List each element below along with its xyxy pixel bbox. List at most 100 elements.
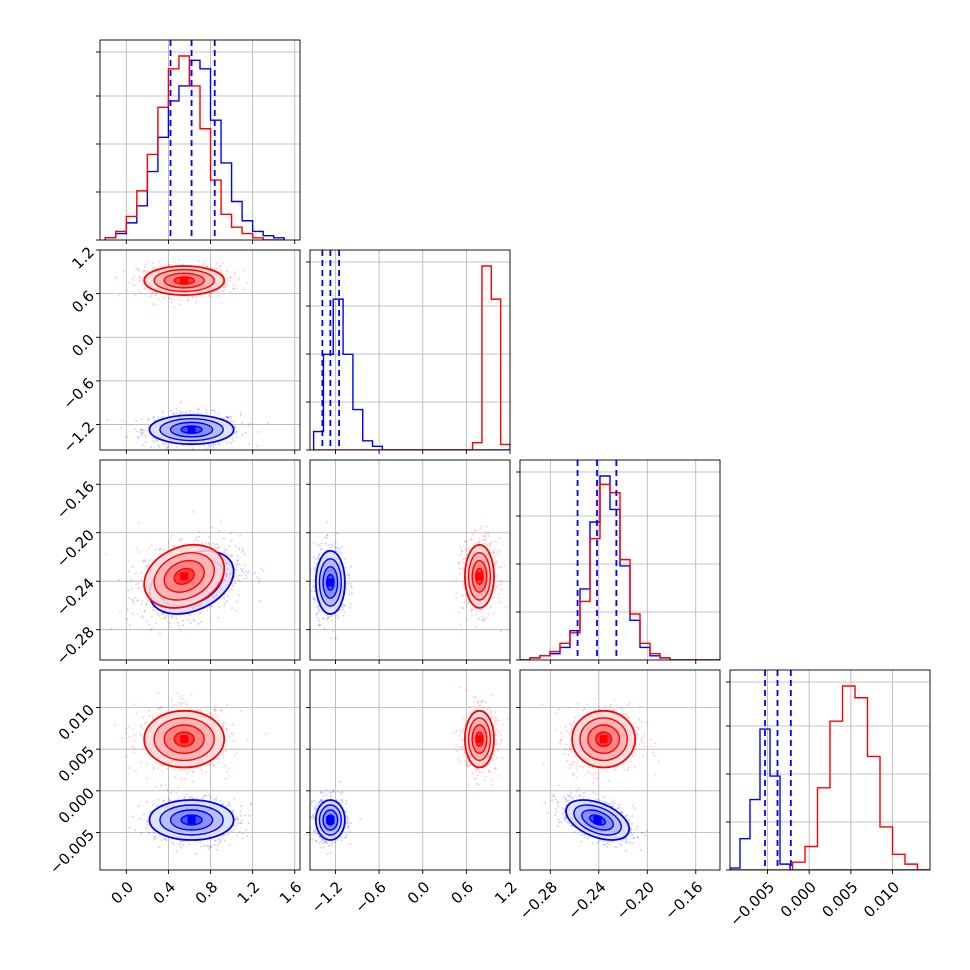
scatter-point [232, 288, 235, 291]
scatter-point [223, 559, 226, 562]
scatter-point [183, 795, 186, 798]
scatter-point [135, 547, 138, 550]
scatter-point [236, 559, 239, 562]
scatter-point [459, 546, 462, 549]
scatter-point [206, 265, 209, 268]
scatter-point [489, 544, 492, 547]
scatter-point [218, 443, 221, 446]
scatter-point [485, 538, 488, 541]
histogram-series-1 [730, 685, 930, 870]
scatter-point [216, 848, 219, 851]
scatter-point [474, 529, 477, 532]
scatter-point [222, 597, 225, 600]
scatter-point [175, 792, 178, 795]
scatter-point [230, 565, 233, 568]
scatter-point [179, 410, 182, 413]
scatter-point [493, 596, 496, 599]
scatter-point [148, 547, 151, 550]
histogram-series-0 [312, 298, 510, 450]
scatter-point [172, 305, 175, 308]
scatter-point [138, 276, 141, 279]
scatter-point [181, 697, 184, 700]
scatter-point [330, 637, 333, 640]
scatter-point [236, 555, 239, 558]
scatter-point [212, 409, 215, 412]
scatter-point [210, 409, 213, 412]
scatter-point [347, 573, 350, 576]
scatter-point [494, 561, 497, 564]
scatter-point [172, 298, 175, 301]
scatter-point [489, 605, 492, 608]
scatter-point [313, 569, 316, 572]
scatter-point [127, 725, 130, 728]
scatter-point [233, 828, 236, 831]
scatter-point [472, 533, 475, 536]
scatter-point [149, 629, 152, 632]
scatter-point [218, 606, 221, 609]
scatter-point [204, 408, 207, 411]
scatter-point [247, 572, 250, 575]
scatter-point [470, 610, 473, 613]
scatter-point [126, 436, 129, 439]
scatter-point [235, 609, 238, 612]
scatter-point [228, 735, 231, 738]
scatter-point [337, 617, 340, 620]
scatter-point [116, 277, 119, 280]
scatter-point [133, 293, 136, 296]
scatter-point [203, 444, 206, 447]
scatter-point [499, 566, 502, 569]
scatter-point [140, 428, 143, 431]
scatter-point [238, 574, 241, 577]
scatter-point [317, 543, 320, 546]
scatter-point [211, 713, 214, 716]
scatter-point [213, 291, 216, 294]
scatter-point [214, 713, 217, 716]
scatter-point [487, 613, 490, 616]
hist-panel-2 [516, 459, 721, 664]
scatter-point [131, 612, 134, 615]
scatter-point [245, 829, 248, 832]
scatter-point [138, 280, 141, 283]
scatter-point [497, 592, 500, 595]
scatter-point [462, 557, 465, 560]
scatter-point [139, 579, 142, 582]
scatter-point [348, 574, 351, 577]
scatter-point [493, 612, 496, 615]
scatter-point [225, 703, 228, 706]
scatter-point [195, 536, 198, 539]
scatter-point [134, 828, 137, 831]
scatter-point [193, 539, 196, 542]
scatter-point [464, 548, 467, 551]
scatter-point [137, 600, 140, 603]
scatter-point [229, 415, 232, 418]
scatter-point [315, 606, 318, 609]
scatter-point [484, 535, 487, 538]
scatter-point [334, 636, 337, 639]
scatter-point [151, 605, 154, 608]
scatter-point [97, 278, 99, 280]
scatter-point [180, 299, 183, 302]
scatter-point [199, 841, 202, 844]
scatter-point [132, 599, 135, 602]
scatter-point [238, 563, 241, 566]
scatter-point [209, 762, 212, 765]
scatter-point [126, 618, 129, 621]
scatter-point [211, 764, 214, 767]
scatter-point [488, 543, 491, 546]
scatter-point [223, 551, 226, 554]
scatter-point [492, 551, 495, 554]
scatter-point [138, 817, 141, 820]
scatter-point [319, 548, 322, 551]
scatter-point [239, 814, 242, 817]
scatter-point [248, 442, 251, 445]
scatter-point [197, 259, 200, 262]
scatter-point [153, 416, 156, 419]
scatter-point [200, 845, 203, 848]
scatter-point [140, 761, 143, 764]
scatter-point [180, 840, 183, 843]
scatter-point [128, 766, 131, 769]
scatter-point [178, 303, 181, 306]
scatter-point [479, 528, 482, 531]
density-peak-series-0 [187, 816, 196, 824]
scatter-point [191, 447, 194, 450]
